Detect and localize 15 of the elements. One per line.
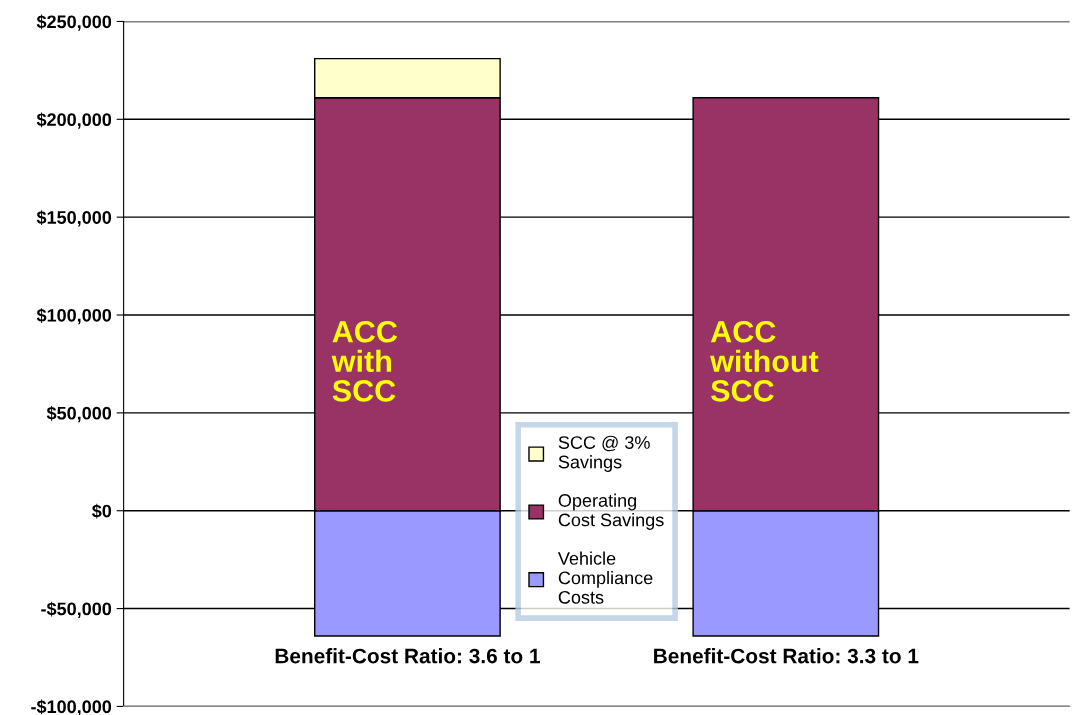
- legend-label: Operating Cost Savings: [558, 493, 664, 530]
- y-tick-label: -$50,000: [41, 601, 112, 618]
- x-tick-label: Benefit-Cost Ratio: 3.3 to 1: [654, 648, 919, 664]
- y-tick-label: -$100,000: [31, 699, 112, 715]
- y-tick-label: $150,000: [36, 210, 112, 227]
- annotation: ACC without SCC: [710, 320, 819, 402]
- y-tick-label: $250,000: [36, 14, 112, 31]
- y-tick-label: $200,000: [36, 112, 112, 129]
- annotation: ACC with SCC: [331, 320, 398, 402]
- x-tick-label: Benefit-Cost Ratio: 3.6 to 1: [275, 648, 540, 664]
- legend-label: Vehicle Compliance Costs: [557, 551, 653, 604]
- y-tick-label: $100,000: [36, 308, 112, 325]
- legend-label: SCC @ 3% Savings: [558, 435, 650, 472]
- y-tick-label: $50,000: [46, 406, 112, 423]
- y-tick-label: $0: [91, 503, 112, 519]
